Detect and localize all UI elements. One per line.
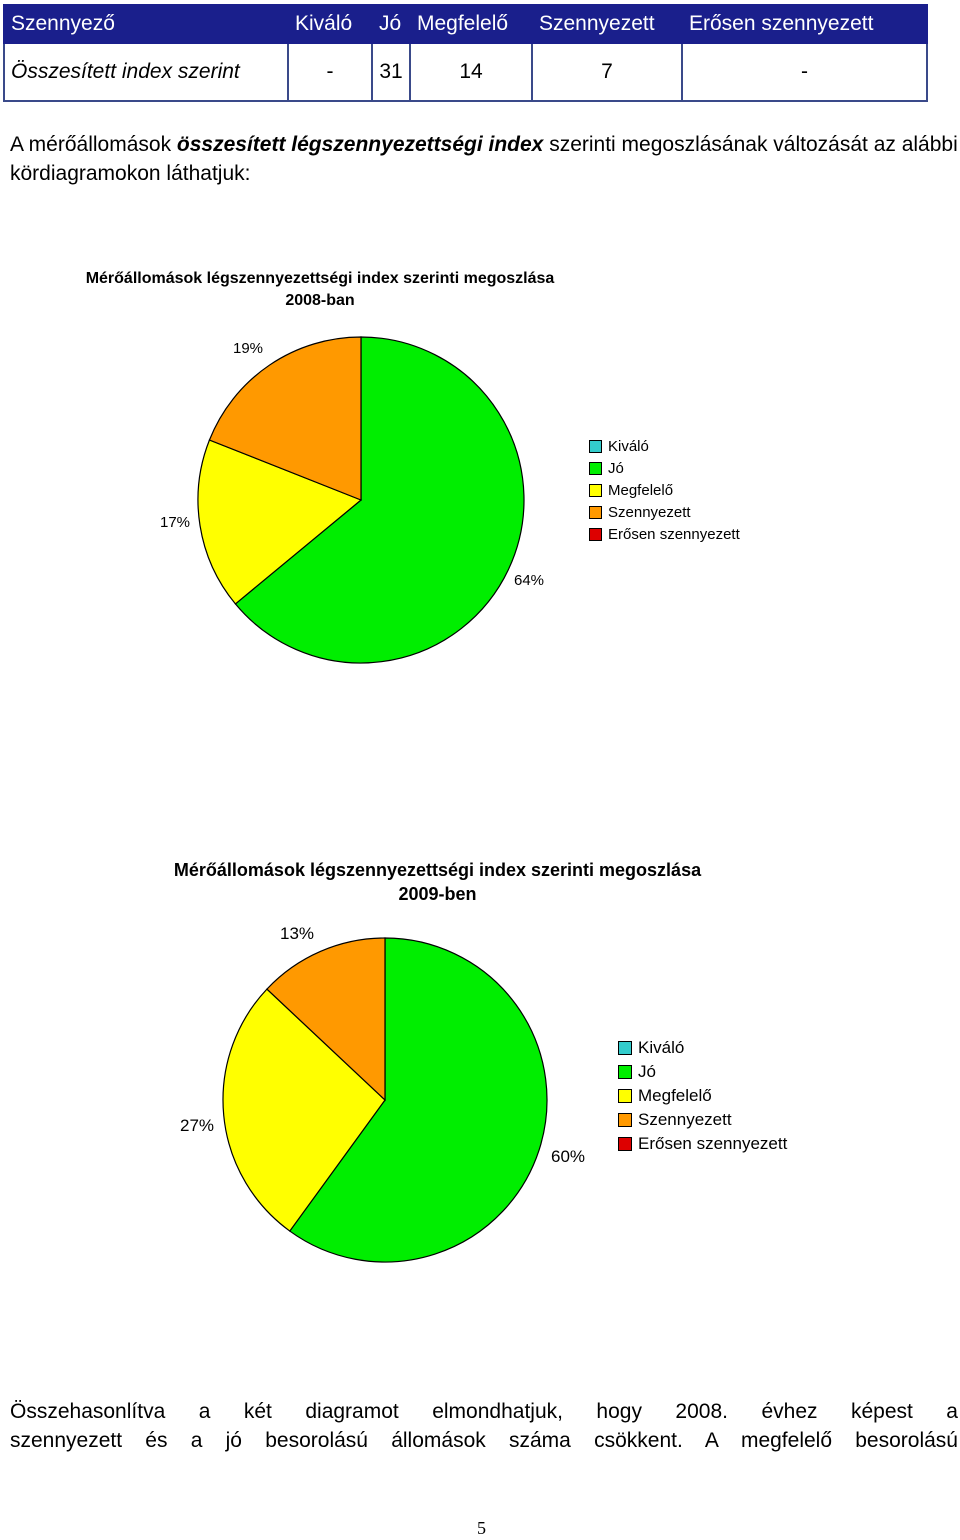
chart-title-line1: Mérőállomások légszennyezettségi index s… [173,860,702,880]
chart-legend: Kiváló Jó Megfelelő Szennyezett Erősen szenn… [589,435,740,545]
legend-swatch [618,1089,632,1103]
intro-emphasis: összesített légszennyezettségi index [176,133,544,156]
legend-label: Megfelelő [608,481,674,499]
legend-label: Jó [608,459,624,477]
legend-label: Jó [638,1062,656,1081]
intro-paragraph: A mérőállomások összesített légszennyeze… [10,130,960,188]
chart-title-line2: 2008-ban [285,292,355,309]
chart-title-line2: 2009-ben [398,884,477,904]
legend-item-kivalo: Kiváló [618,1036,787,1060]
table-header-cell: Jó [371,4,411,44]
pct-label-jo: 64% [514,572,545,589]
legend-swatch [589,527,602,541]
table-cell: - [681,42,928,102]
legend-swatch [618,1041,632,1055]
legend-label: Erősen szennyezett [638,1134,788,1153]
pie-chart-2009: Mérőállomások légszennyezettségi index s… [0,850,960,1290]
legend-item-szennyezett: Szennyezett [589,501,740,523]
table-cell: 7 [531,42,683,102]
table-header-cell: Szennyező [3,4,289,44]
chart-title: Mérőállomások légszennyezettségi index s… [0,858,875,906]
pct-label-szennyezett: 13% [280,924,315,943]
intro-text-1: A mérőállomások [10,133,177,156]
intro-text-2: szerinti megoszlásának változását az alá… [10,133,958,185]
legend-item-jo: Jó [618,1060,787,1084]
legend-swatch [589,483,602,497]
table-cell: 14 [409,42,533,102]
pct-label-megfelelo: 17% [160,514,191,531]
legend-item-erosen-szennyezett: Erősen szennyezett [618,1132,787,1156]
legend-item-megfelelo: Megfelelő [618,1084,787,1108]
pct-label-szennyezett: 19% [233,340,264,357]
legend-swatch [589,439,602,453]
chart-title: Mérőállomások légszennyezettségi index s… [0,268,640,312]
legend-item-jo: Jó [589,457,740,479]
legend-swatch [618,1137,632,1151]
legend-swatch [589,505,602,519]
table-cell: 31 [371,42,411,102]
legend-label: Szennyezett [608,503,691,521]
legend-item-megfelelo: Megfelelő [589,479,740,501]
pie-chart-2008: Mérőállomások légszennyezettségi index s… [0,260,960,680]
legend-swatch [618,1065,632,1079]
table-cell: - [287,42,373,102]
pie-slice-jo [234,336,525,664]
legend-label: Megfelelő [638,1086,712,1105]
legend-label: Erősen szennyezett [608,525,740,543]
pct-label-jo: 60% [551,1147,586,1166]
conclusion-line-2: szennyezett és a jó besorolású állomások… [10,1429,958,1452]
legend-label: Szennyezett [638,1110,732,1129]
table-header-cell: Szennyezett [531,4,683,44]
table-row: Összesített index szerint - 31 14 7 - [3,42,928,102]
page-number: 5 [477,1518,486,1538]
legend-swatch [618,1113,632,1127]
pie-slice-megfelelo [222,988,386,1232]
pie-slice-megfelelo [197,439,363,605]
pie-slice-szennyezett [266,937,386,1102]
legend-item-szennyezett: Szennyezett [618,1108,787,1132]
legend-item-kivalo: Kiváló [589,435,740,457]
legend-swatch [589,461,602,475]
legend-label: Kiváló [638,1038,685,1057]
pie-svg [197,336,525,664]
conclusion-line-1: Összehasonlítva a két diagramot elmondha… [10,1400,958,1423]
table-header-cell: Megfelelő [409,4,533,44]
summary-table: Szennyező Kiváló Jó Megfelelő Szennyezet… [3,4,928,102]
pie-svg [222,937,548,1263]
conclusion-paragraph: Összehasonlítva a két diagramot elmondha… [10,1397,958,1455]
legend-item-erosen-szennyezett: Erősen szennyezett [589,523,740,545]
table-header-cell: Kiváló [287,4,373,44]
table-header-cell: Erősen szennyezett [681,4,928,44]
table-header-row: Szennyező Kiváló Jó Megfelelő Szennyezet… [3,4,928,44]
chart-legend: Kiváló Jó Megfelelő Szennyezett Erősen szenn… [618,1036,787,1156]
pie-slice-jo [288,937,548,1263]
pct-label-megfelelo: 27% [180,1116,215,1135]
legend-label: Kiváló [608,437,649,455]
pie-slice-szennyezett [208,336,362,501]
table-cell: Összesített index szerint [3,42,289,102]
chart-title-line1: Mérőállomások légszennyezettségi index s… [85,270,555,287]
